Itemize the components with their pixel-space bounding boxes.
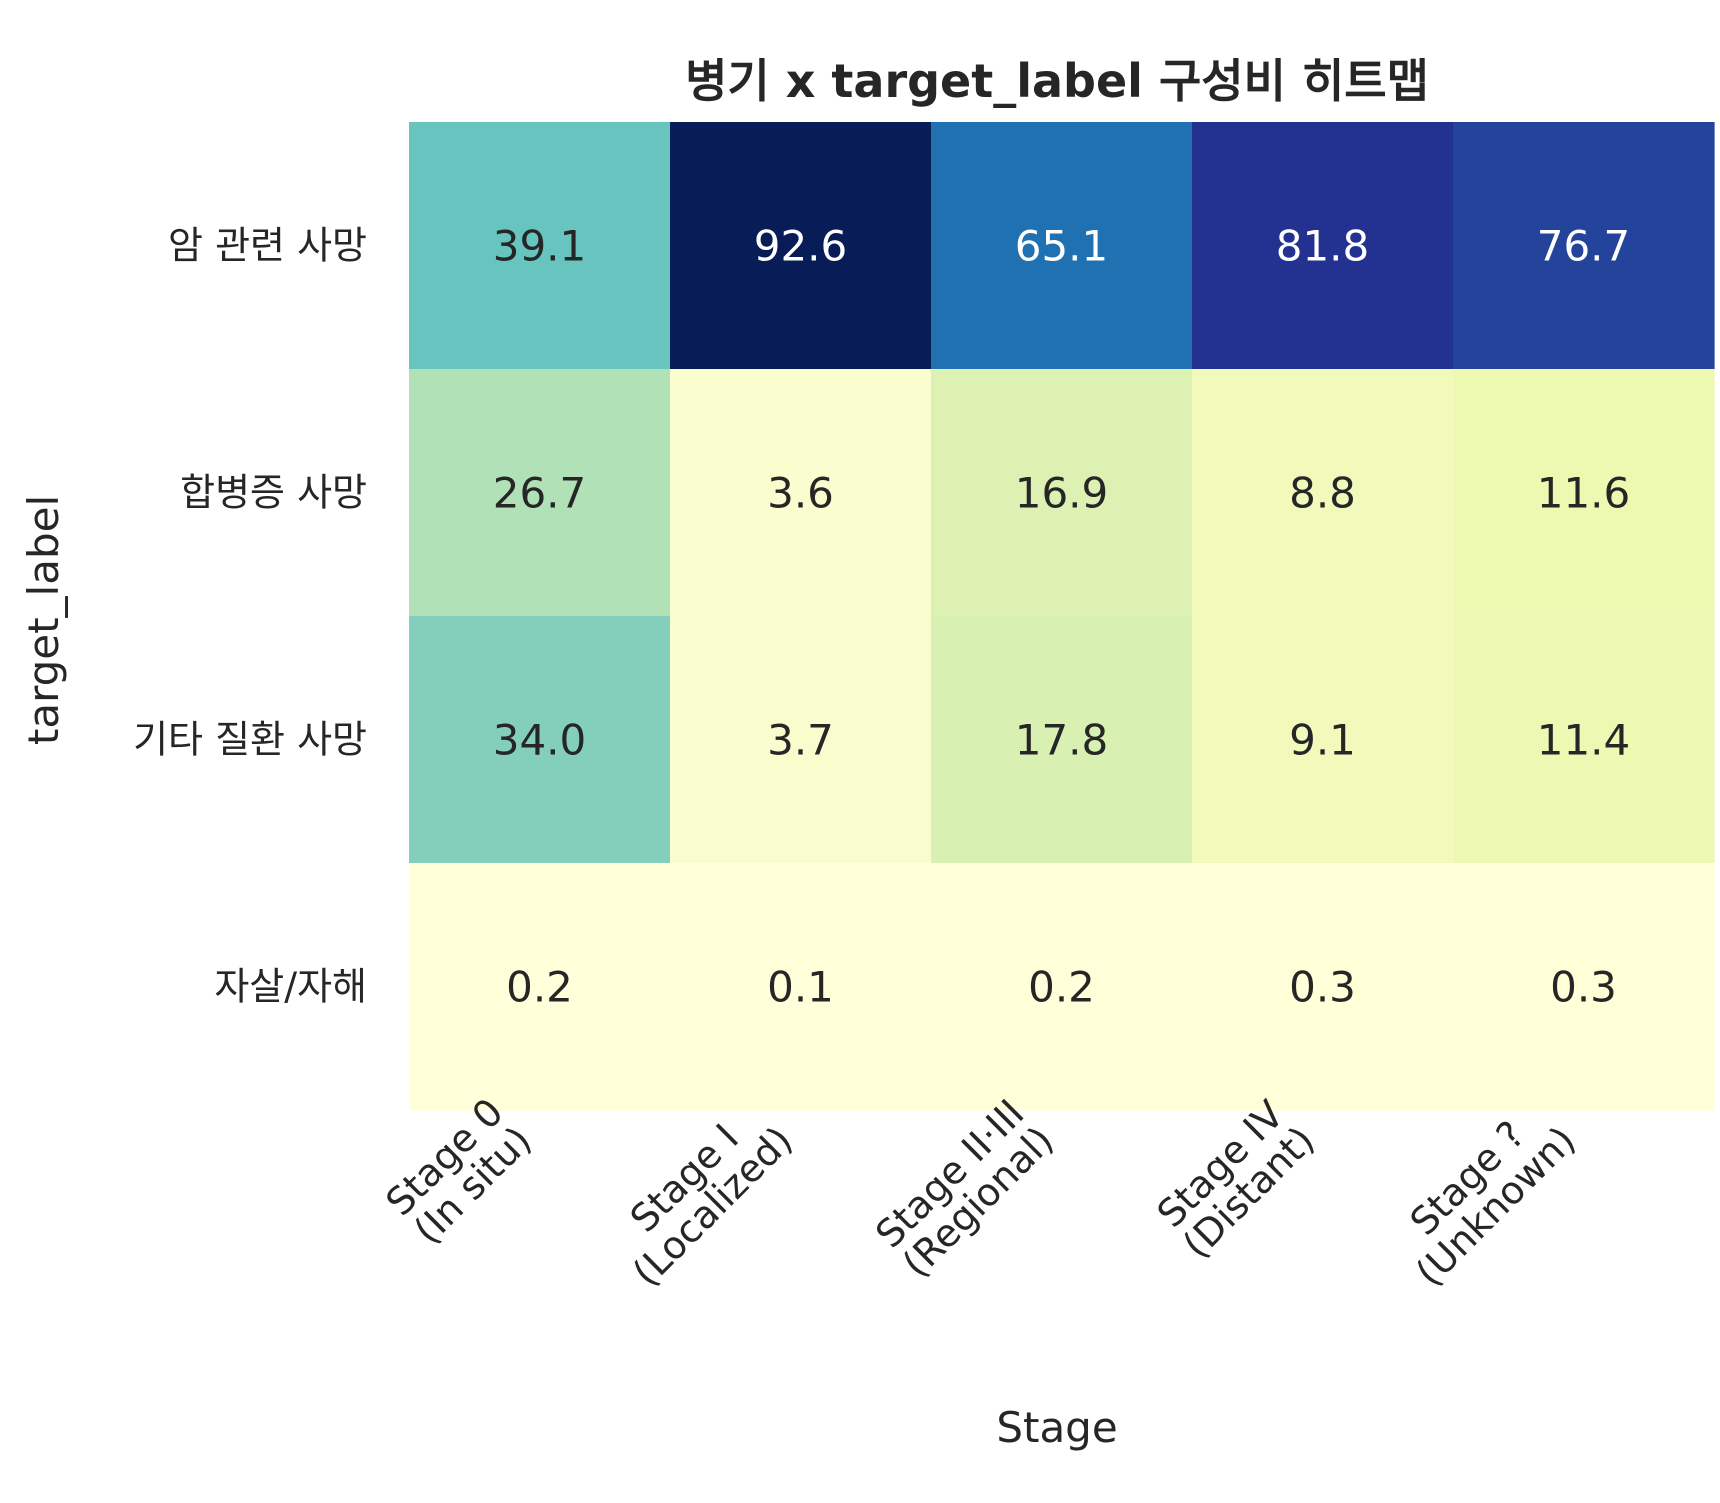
- x-tick-labels: Stage 0(In situ) Stage I(Localized) Stage …: [377, 1090, 1584, 1295]
- heatmap-cell-r3-c0: [409, 863, 671, 1111]
- y-tick-label-3: 자살/자해: [214, 965, 367, 1009]
- cell-value-r3-c2: 0.2: [1028, 963, 1095, 1012]
- heatmap-cell-r2-c0: [409, 616, 671, 864]
- y-tick-label-2: 기타 질환 사망: [133, 718, 367, 762]
- x-tick-label-2: Stage II·III(Regional): [866, 1090, 1062, 1286]
- x-tick-label-3: Stage IV(Distant): [1146, 1090, 1323, 1267]
- cell-value-r0-c2: 65.1: [1015, 222, 1109, 271]
- heatmap-cell-r3-c3: [1192, 863, 1454, 1111]
- heatmap-cell-r3-c4: [1453, 863, 1715, 1111]
- cell-value-r2-c4: 11.4: [1537, 716, 1631, 765]
- heatmap-cell-r3-c1: [670, 863, 932, 1111]
- heatmap-cell-r1-c0: [409, 369, 671, 617]
- x-tick-label-0: Stage 0(In situ): [377, 1090, 540, 1253]
- cell-value-r1-c3: 8.8: [1289, 469, 1356, 518]
- cell-value-r1-c4: 11.6: [1537, 469, 1631, 518]
- chart-title: 병기 x target_label 구성비 히트맵: [685, 54, 1429, 108]
- heatmap-cell-r1-c4: [1453, 369, 1715, 617]
- heatmap-cell-r2-c3: [1192, 616, 1454, 864]
- x-tick-label-4: Stage ?(Unknown): [1379, 1090, 1584, 1295]
- heatmap-cell-r0-c0: [409, 122, 671, 370]
- y-tick-label-0: 암 관련 사망: [168, 224, 367, 268]
- heatmap-cell-r2-c4: [1453, 616, 1715, 864]
- heatmap-cell-r2-c2: [931, 616, 1193, 864]
- cell-value-r3-c4: 0.3: [1550, 963, 1617, 1012]
- cell-value-r1-c0: 26.7: [493, 469, 587, 518]
- heatmap-cell-labels: 39.1 92.6 65.1 81.8 76.7 26.7 3.6 16.9 8.8 11.6 34…: [493, 222, 1631, 1012]
- x-tick-label-1: Stage I(Localized): [596, 1090, 801, 1295]
- cell-value-r2-c0: 34.0: [493, 716, 587, 765]
- heatmap-cell-r1-c3: [1192, 369, 1454, 617]
- cell-value-r0-c3: 81.8: [1276, 222, 1370, 271]
- cell-value-r1-c2: 16.9: [1015, 469, 1109, 518]
- y-axis-label: target_label: [19, 495, 68, 745]
- heatmap-cell-r3-c2: [931, 863, 1193, 1111]
- cell-value-r1-c1: 3.6: [767, 469, 834, 518]
- heatmap-cells: [409, 122, 1715, 1111]
- heatmap-cell-r0-c4: [1453, 122, 1715, 370]
- heatmap-cell-r0-c3: [1192, 122, 1454, 370]
- cell-value-r0-c4: 76.7: [1537, 222, 1631, 271]
- cell-value-r2-c2: 17.8: [1015, 716, 1109, 765]
- heatmap-cell-r0-c1: [670, 122, 932, 370]
- heatmap-cell-r1-c1: [670, 369, 932, 617]
- heatmap-cell-r1-c2: [931, 369, 1193, 617]
- x-axis-label: Stage: [996, 1403, 1117, 1452]
- cell-value-r3-c0: 0.2: [506, 963, 573, 1012]
- cell-value-r0-c1: 92.6: [754, 222, 848, 271]
- heatmap-cell-r0-c2: [931, 122, 1193, 370]
- cell-value-r0-c0: 39.1: [493, 222, 587, 271]
- cell-value-r3-c3: 0.3: [1289, 963, 1356, 1012]
- y-tick-label-1: 합병증 사망: [180, 471, 367, 515]
- heatmap-cell-r2-c1: [670, 616, 932, 864]
- cell-value-r3-c1: 0.1: [767, 963, 834, 1012]
- cell-value-r2-c1: 3.7: [767, 716, 834, 765]
- cell-value-r2-c3: 9.1: [1289, 716, 1356, 765]
